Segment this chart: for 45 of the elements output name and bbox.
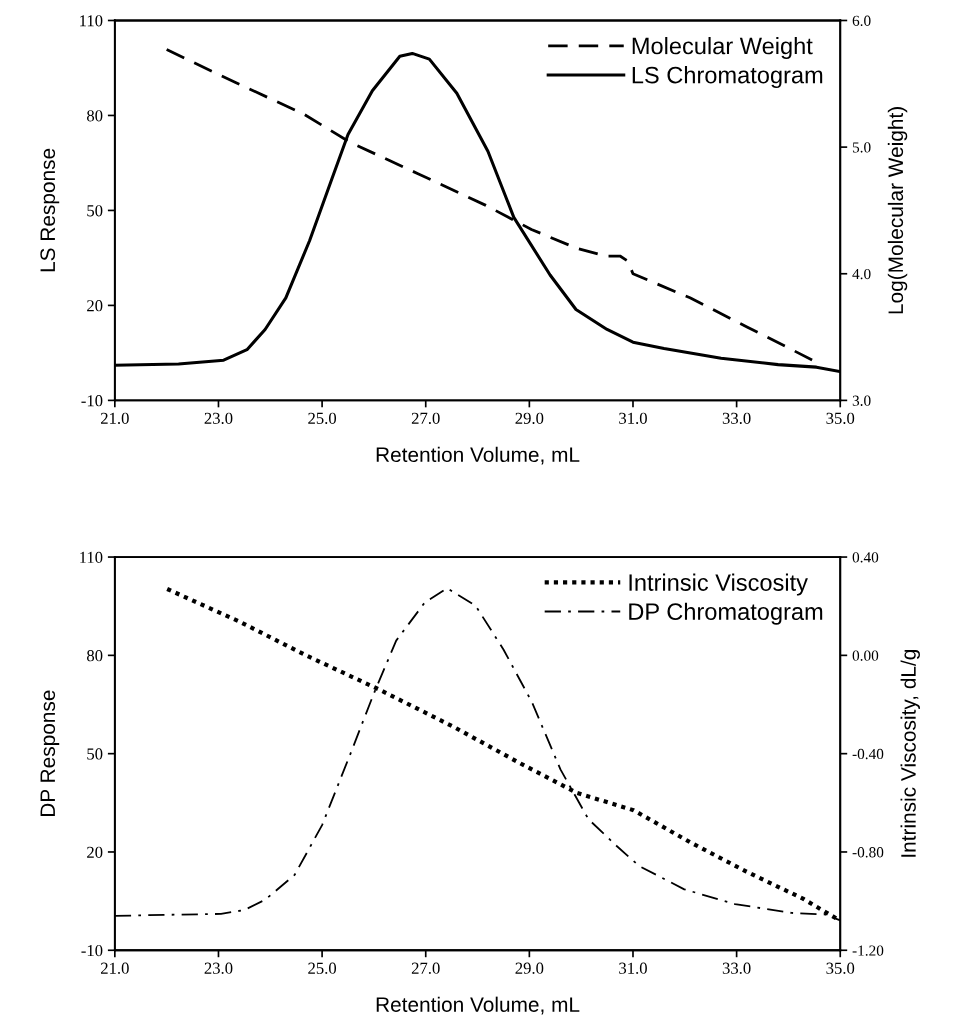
x-tick-label: 25.0 [308, 412, 337, 424]
x-tick-label: 35.0 [826, 962, 855, 974]
x-tick-label: 27.0 [411, 962, 440, 974]
legend-label: Intrinsic Viscosity [629, 573, 808, 596]
y-axis-title: DP Response [40, 690, 60, 817]
x-tick-label: 29.0 [515, 412, 544, 424]
x-tick-label: 25.0 [308, 962, 337, 974]
x-axis-title: Retention Volume, mL [376, 996, 580, 1015]
legend-label: DP Chromatogram [629, 602, 823, 625]
y-tick-label: 50 [87, 205, 103, 217]
x-tick-label: 21.0 [100, 962, 129, 974]
legend-label: Molecular Weight [632, 37, 813, 60]
x-tick-label: 31.0 [619, 962, 647, 974]
x-tick-label: 21.0 [100, 412, 129, 424]
y2-tick-label: 3.0 [852, 395, 871, 406]
y-tick-label: 20 [87, 300, 103, 312]
y-tick-label: 20 [87, 846, 103, 858]
y2-tick-label: 5.0 [852, 142, 871, 153]
y2-tick-label: -0.40 [852, 748, 884, 760]
y-tick-label: 50 [87, 748, 103, 760]
x-axis-title: Retention Volume, mL [376, 446, 580, 465]
y2-tick-label: 0.40 [852, 552, 879, 563]
y2-tick-label: -1.20 [852, 945, 884, 956]
y-tick-label: 80 [87, 110, 103, 122]
y-tick-label: 110 [80, 15, 103, 27]
y2-tick-label: 6.0 [852, 15, 871, 26]
legend-label: LS Chromatogram [632, 66, 823, 89]
y2-tick-label: 0.00 [852, 650, 879, 661]
y-axis-title: LS Response [40, 148, 60, 272]
x-tick-label: 27.0 [411, 412, 440, 424]
x-tick-label: 35.0 [826, 412, 855, 424]
y-tick-label: -10 [81, 395, 103, 407]
y2-tick-label: 4.0 [852, 268, 871, 280]
x-tick-label: 23.0 [204, 962, 233, 974]
x-tick-label: 33.0 [722, 412, 751, 424]
x-tick-label: 29.0 [515, 962, 544, 974]
y2-tick-label: -0.80 [852, 847, 884, 858]
y-tick-label: 80 [87, 650, 103, 662]
x-tick-label: 31.0 [619, 412, 647, 424]
x-tick-label: 23.0 [204, 412, 233, 424]
x-tick-label: 33.0 [722, 962, 751, 974]
y2-axis-title: Intrinsic Viscosity, dL/g [900, 650, 920, 857]
y-tick-label: -10 [81, 944, 103, 957]
y2-axis-title: Log(Molecular Weight) [887, 107, 908, 314]
y-tick-label: 110 [80, 551, 103, 563]
